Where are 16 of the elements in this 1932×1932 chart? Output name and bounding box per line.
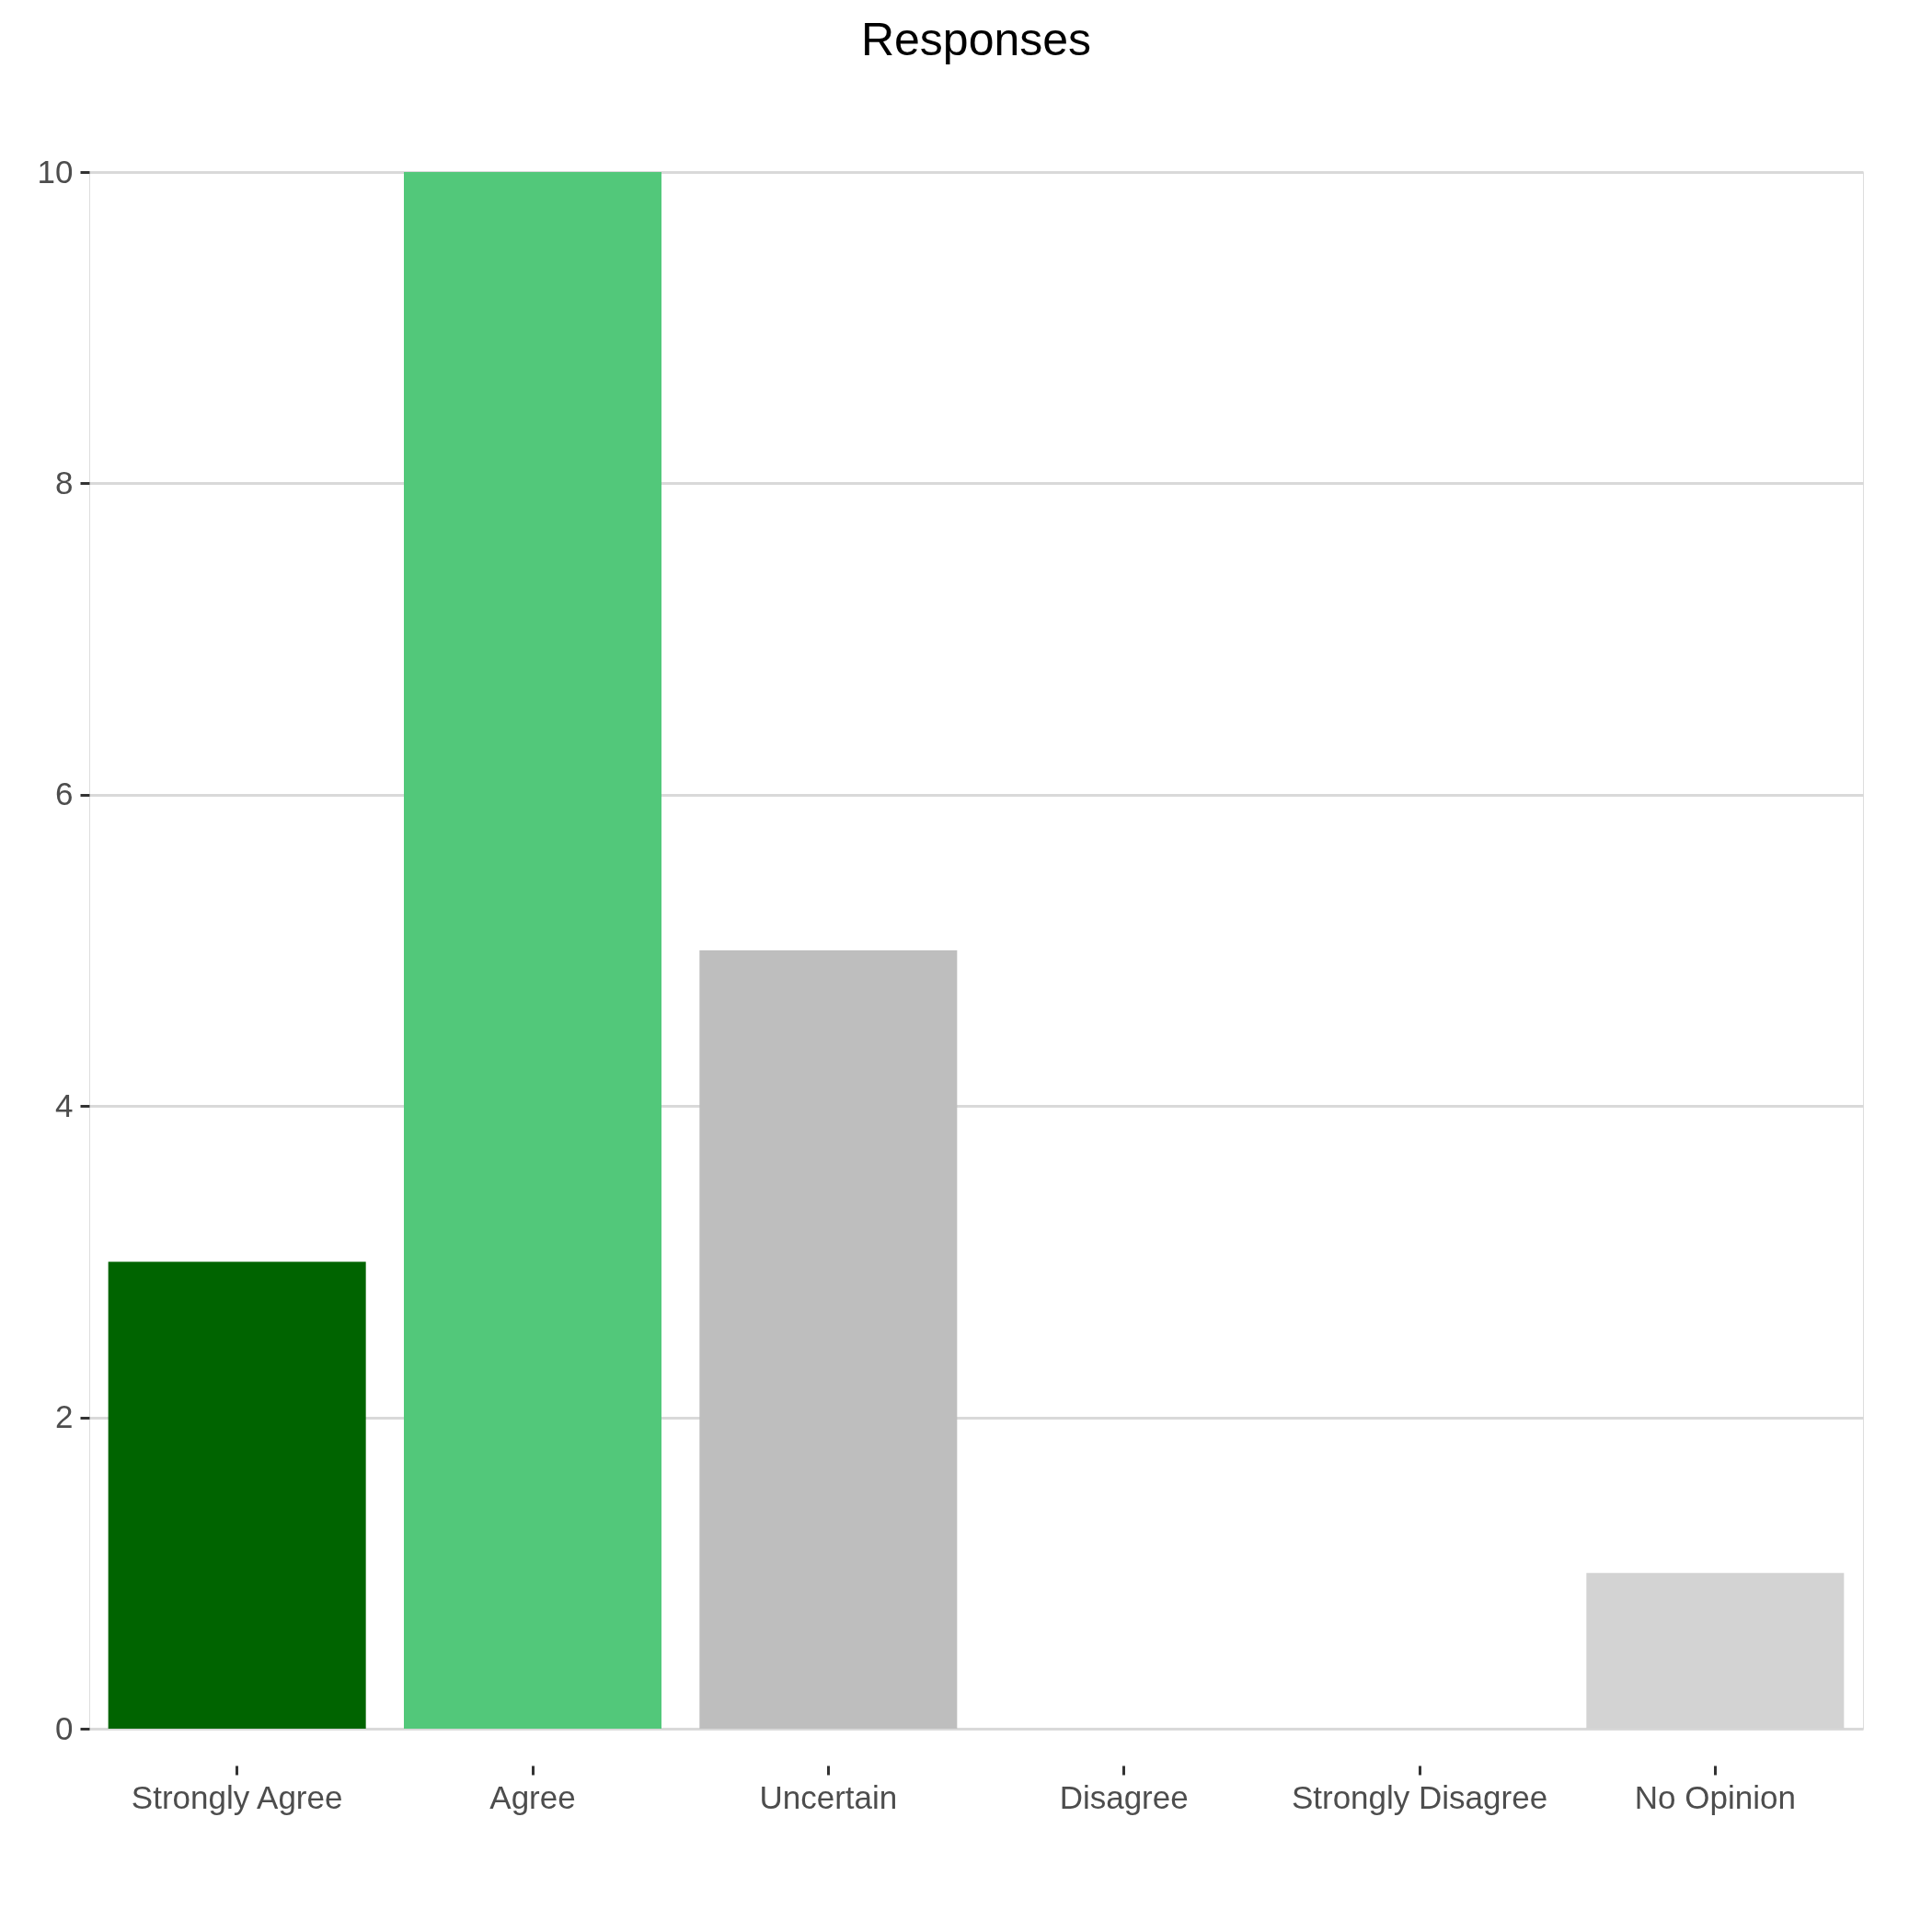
chart-title: Responses <box>860 14 1092 65</box>
y-tick-label: 0 <box>55 1709 74 1746</box>
x-tick-label: No Opinion <box>1634 1778 1796 1815</box>
x-tick-label: Strongly Disagree <box>1291 1778 1548 1815</box>
y-tick-label: 8 <box>55 464 74 500</box>
y-tick-label: 10 <box>37 153 74 190</box>
x-tick-label: Uncertain <box>759 1778 898 1815</box>
y-tick-label: 4 <box>55 1087 74 1123</box>
bar <box>404 172 661 1729</box>
bar <box>699 950 958 1729</box>
y-tick-label: 6 <box>55 776 74 812</box>
x-tick-label: Agree <box>489 1778 576 1815</box>
y-tick-label: 2 <box>55 1398 74 1435</box>
x-tick-label: Strongly Agree <box>131 1778 343 1815</box>
bar <box>108 1261 366 1729</box>
x-tick-label: Disagree <box>1059 1778 1189 1815</box>
